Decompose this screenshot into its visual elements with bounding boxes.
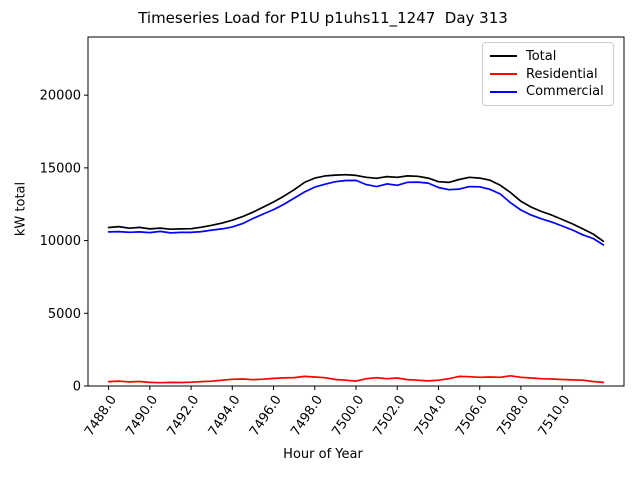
x-tick-label: 7500.0 xyxy=(329,393,367,439)
y-tick-label: 5000 xyxy=(48,307,81,322)
legend-entry-commercial: Commercial xyxy=(490,85,606,98)
y-axis-label: kW total xyxy=(13,181,29,237)
legend-line-sample xyxy=(490,55,517,58)
series-line-total xyxy=(107,173,605,243)
legend-entry-total: Total xyxy=(490,50,606,63)
y-tick-label: 15000 xyxy=(40,161,81,176)
x-tick-label: 7498.0 xyxy=(288,393,326,439)
x-tick-label: 7494.0 xyxy=(206,393,244,439)
legend-label: Residential xyxy=(526,66,598,82)
y-tick-label: 10000 xyxy=(40,234,81,249)
x-tick-label: 7504.0 xyxy=(412,393,450,439)
legend-label: Commercial xyxy=(526,84,604,100)
series-line-commercial xyxy=(107,179,605,246)
series-line-residential xyxy=(107,374,605,384)
legend-label: Total xyxy=(526,48,557,64)
legend-line-sample xyxy=(490,73,517,75)
x-tick-label: 7510.0 xyxy=(536,393,574,439)
x-axis-label: Hour of Year xyxy=(283,447,363,462)
x-tick-label: 7490.0 xyxy=(123,393,161,439)
chart-title: Timeseries Load for P1U p1uhs11_1247 Day… xyxy=(138,9,508,27)
legend-entry-residential: Residential xyxy=(490,68,606,81)
legend: Total Residential Commercial xyxy=(482,42,614,106)
x-tick-label: 7506.0 xyxy=(453,393,491,439)
x-tick-label: 7492.0 xyxy=(165,393,203,439)
axes-frame xyxy=(87,36,625,387)
x-tick-label: 7496.0 xyxy=(247,393,285,439)
y-tick-label: 20000 xyxy=(40,89,81,104)
y-tick-label: 0 xyxy=(73,380,81,395)
x-tick-label: 7502.0 xyxy=(371,393,409,439)
x-tick-label: 7508.0 xyxy=(494,393,532,439)
x-tick-label: 7488.0 xyxy=(82,393,120,439)
legend-line-sample xyxy=(490,90,517,93)
